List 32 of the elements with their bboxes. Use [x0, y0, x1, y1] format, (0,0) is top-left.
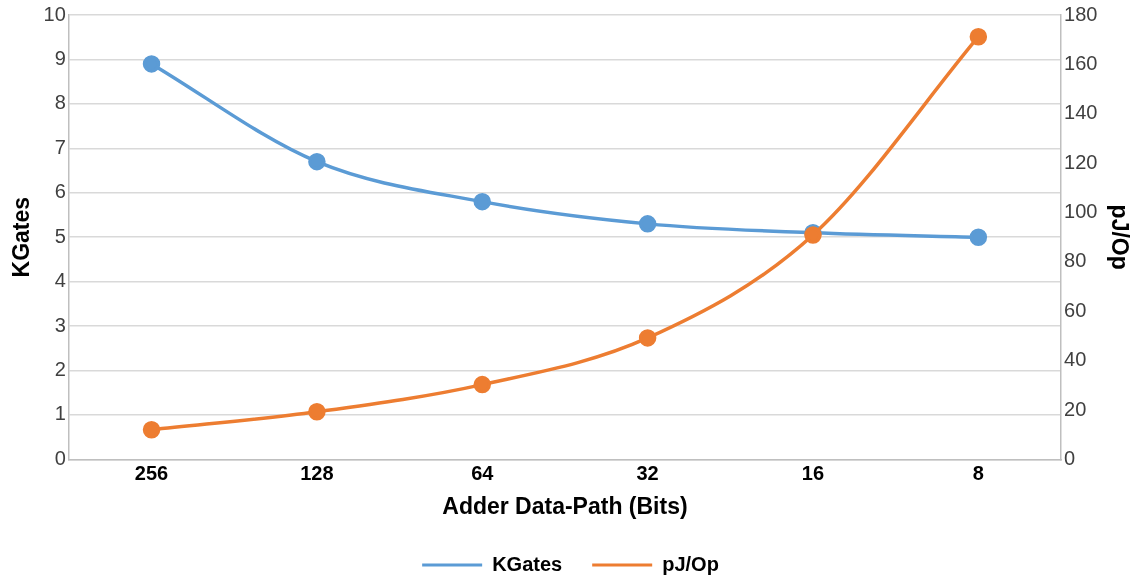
x-tick-label: 32	[636, 461, 659, 484]
y-tick-label: 5	[54, 224, 66, 247]
y2-tick-label: 180	[1064, 2, 1098, 25]
y2-tick-label: 40	[1064, 348, 1087, 371]
y-tick-label: 4	[54, 269, 66, 292]
y-tick-label: 9	[54, 46, 66, 69]
y-tick-label: 3	[54, 313, 66, 336]
y-tick-label: 8	[54, 91, 66, 114]
y-tick-label: 2	[54, 358, 66, 381]
y-tick-label: 7	[54, 135, 66, 158]
y2-tick-label: 0	[1064, 446, 1076, 469]
x-tick-label: 256	[134, 461, 169, 484]
y2-tick-label: 80	[1064, 249, 1087, 272]
x-tick-label: 64	[471, 461, 495, 484]
y-tick-label: 6	[54, 180, 66, 203]
y2-tick-label: 100	[1064, 200, 1098, 223]
y2-tick-label: 20	[1064, 397, 1087, 420]
y-tick-label: 10	[43, 2, 66, 25]
y2-axis-title: pJ/Op	[1106, 204, 1133, 270]
y2-tick-label: 160	[1064, 51, 1098, 74]
x-tick-label: 16	[801, 461, 825, 484]
y2-tick-label: 60	[1064, 298, 1087, 321]
y2-tick-label: 120	[1064, 150, 1098, 173]
x-tick-label: 8	[972, 461, 984, 484]
legend-label: pJ/Op	[662, 552, 719, 575]
legend-label: KGates	[492, 552, 563, 575]
x-tick-label: 128	[300, 461, 334, 484]
y-axis-title: KGates	[8, 196, 35, 278]
x-axis-title: Adder Data-Path (Bits)	[442, 492, 688, 519]
y2-tick-label: 140	[1064, 101, 1098, 124]
y-tick-label: 1	[54, 402, 66, 425]
y-tick-label: 0	[54, 446, 66, 469]
